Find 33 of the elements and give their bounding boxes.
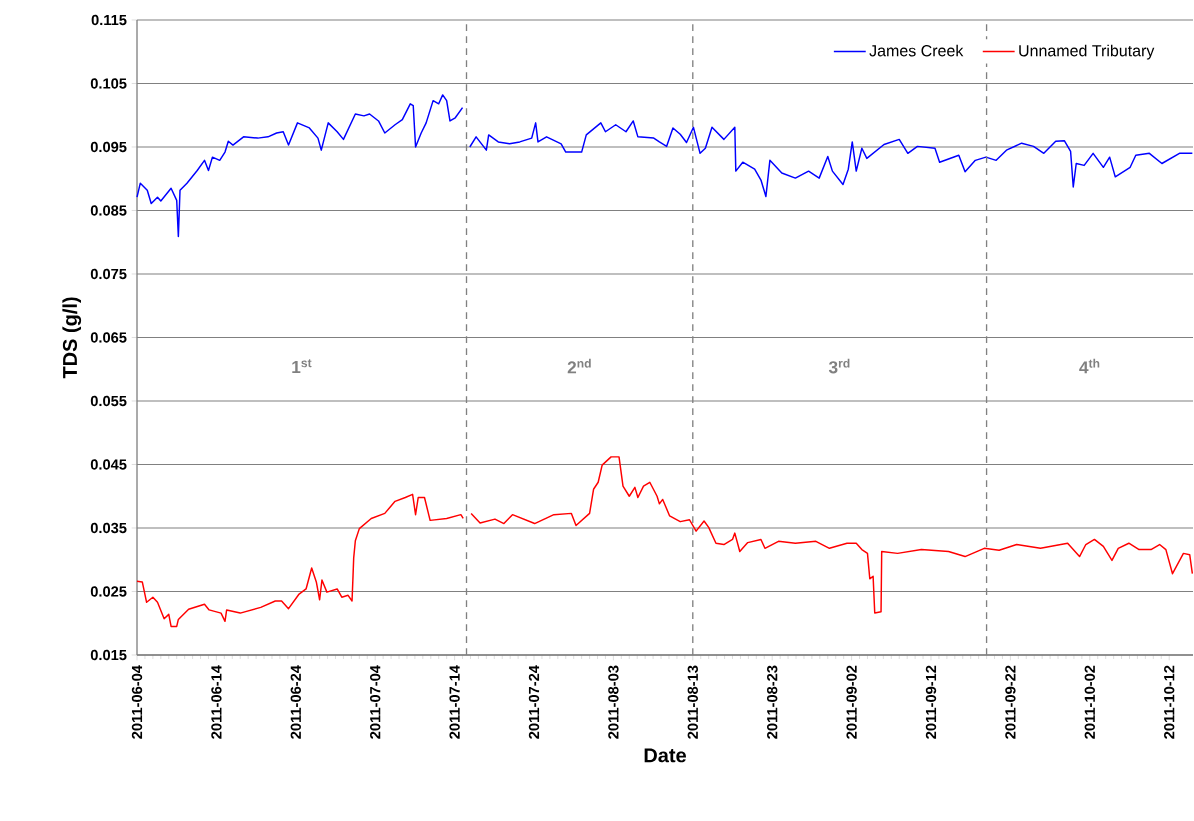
annotation: 3$^{rd}$ — [828, 358, 850, 374]
x-tick-label: 2011-08-03 — [608, 665, 619, 739]
y-tick-label: 0.045 — [90, 459, 127, 470]
x-tick-label: 2011-08-23 — [767, 665, 778, 739]
y-tick-label: 0.095 — [90, 141, 127, 153]
x-tick-label: 2011-10-02 — [1084, 665, 1095, 739]
y-tick-label: 0.085 — [90, 205, 127, 216]
x-tick-label: 2011-06-04 — [131, 665, 143, 739]
x-axis-title: Date — [644, 748, 686, 763]
legend-label: James Creek — [869, 44, 964, 57]
y-axis-title: TDS (g/l) — [62, 297, 82, 379]
annotation: 4$^{th}$ — [1079, 358, 1100, 374]
y-tick-label: 0.105 — [90, 78, 127, 89]
y-tick-label: 0.075 — [90, 268, 127, 280]
x-tick-label: 2011-06-14 — [211, 665, 222, 739]
x-tick-label: 2011-09-12 — [925, 665, 937, 739]
legend-label: Unnamed Tributary — [1019, 44, 1155, 60]
x-tick-label: 2011-08-13 — [687, 665, 699, 739]
x-tick-label: 2011-06-24 — [290, 665, 301, 739]
x-tick-label: 2011-09-22 — [1005, 665, 1016, 739]
x-tick-label: 2011-10-12 — [1164, 665, 1175, 739]
x-tick-label: 2011-09-02 — [846, 665, 857, 739]
x-tick-label: 2011-07-04 — [370, 665, 381, 739]
y-tick-label: 0.015 — [90, 649, 127, 661]
y-tick-label: 0.025 — [90, 586, 127, 597]
y-tick-label: 0.065 — [90, 332, 127, 343]
y-tick-label: 0.055 — [90, 395, 127, 407]
y-tick-label: 0.115 — [91, 14, 127, 26]
annotation: 2$^{nd}$ — [567, 358, 591, 374]
annotation: 1$^{st}$ — [292, 359, 312, 373]
y-tick-label: 0.035 — [90, 522, 127, 534]
x-tick-label: 2011-07-24 — [528, 665, 540, 739]
x-tick-label: 2011-07-14 — [449, 665, 460, 739]
